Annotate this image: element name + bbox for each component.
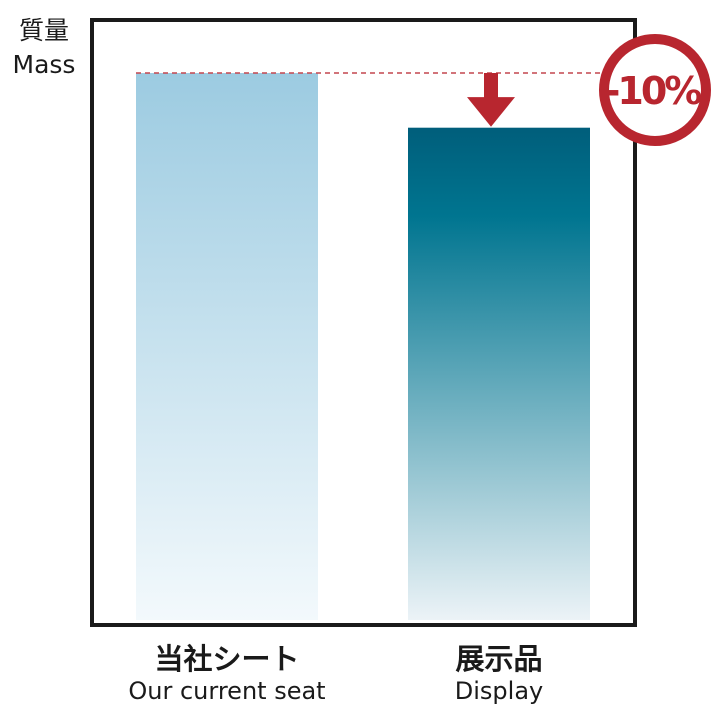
category-label-display-jp: 展示品 [349,645,649,674]
down-arrow-icon [467,73,515,127]
category-label-current-jp: 当社シート [77,645,377,674]
reduction-badge: -10% [604,39,706,141]
bar-display [408,128,590,620]
arrow-shaft [484,73,498,100]
category-label-current-en: Our current seat [77,679,377,703]
arrow-head [467,97,515,127]
badge-label: -10% [605,69,702,113]
category-label-display-en: Display [349,679,649,703]
bar-current-seat [136,73,318,620]
